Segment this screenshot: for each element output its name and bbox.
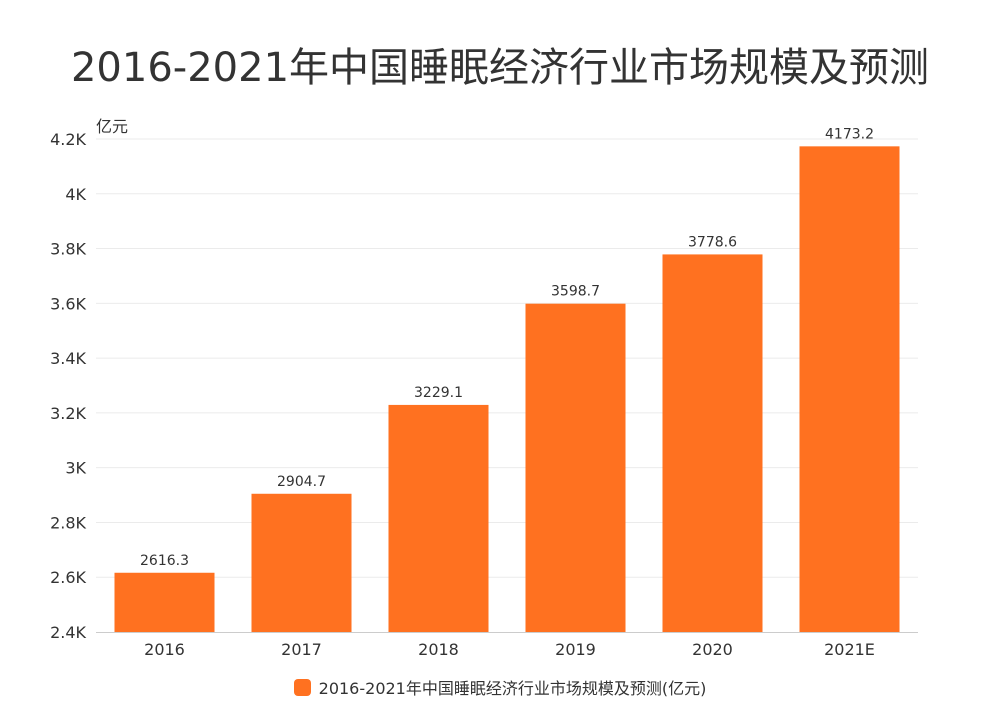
x-tick-label-2020: 2020	[692, 640, 733, 659]
legend-label[interactable]: 2016-2021年中国睡眠经济行业市场规模及预测(亿元)	[318, 679, 707, 698]
y-axis-unit-label: 亿元	[96, 117, 128, 136]
y-tick-label: 2.6K	[50, 568, 86, 587]
x-axis-tick-labels: 2016 2017 2018 2019 2020 2021E	[144, 640, 875, 659]
bars	[114, 146, 900, 633]
chart-title: 2016-2021年中国睡眠经济行业市场规模及预测	[70, 45, 930, 91]
data-label-2018: 3229.1	[414, 385, 463, 401]
x-tick-label-2021E: 2021E	[824, 640, 875, 659]
y-tick-label: 2.4K	[50, 623, 86, 642]
y-axis-tick-labels: 2.4K 2.6K 2.8K 3K 3.2K 3.4K 3.6K 3.8K 4K 4.2K	[50, 130, 86, 642]
y-tick-label: 3K	[65, 459, 86, 478]
bar-2016[interactable]	[114, 572, 215, 632]
data-label-2016: 2616.3	[140, 553, 189, 569]
y-tick-label: 3.4K	[50, 349, 86, 368]
data-label-2021E: 4173.2	[825, 126, 874, 142]
y-tick-label: 4K	[65, 185, 86, 204]
x-tick-label-2016: 2016	[144, 640, 185, 659]
x-tick-label-2018: 2018	[418, 640, 459, 659]
data-label-2019: 3598.7	[551, 284, 600, 300]
bar-2020[interactable]	[662, 254, 763, 632]
y-tick-label: 2.8K	[50, 513, 86, 532]
data-labels: 2616.3 2904.7 3229.1 3598.7 3778.6 4173.2	[140, 126, 874, 568]
grid-lines	[96, 138, 918, 578]
data-label-2020: 3778.6	[688, 234, 737, 250]
y-tick-label: 4.2K	[50, 130, 86, 149]
legend[interactable]: 2016-2021年中国睡眠经济行业市场规模及预测(亿元)	[0, 675, 1000, 699]
bar-2017[interactable]	[251, 493, 352, 632]
x-tick-label-2017: 2017	[281, 640, 322, 659]
bar-2021E[interactable]	[799, 146, 900, 633]
legend-swatch[interactable]	[293, 678, 311, 696]
y-tick-label: 3.2K	[50, 404, 86, 423]
data-label-2017: 2904.7	[277, 474, 326, 490]
bar-2019[interactable]	[525, 303, 626, 632]
bar-2018[interactable]	[388, 404, 489, 632]
y-tick-label: 3.8K	[50, 240, 86, 259]
x-tick-label-2019: 2019	[555, 640, 596, 659]
y-tick-label: 3.6K	[50, 294, 86, 313]
